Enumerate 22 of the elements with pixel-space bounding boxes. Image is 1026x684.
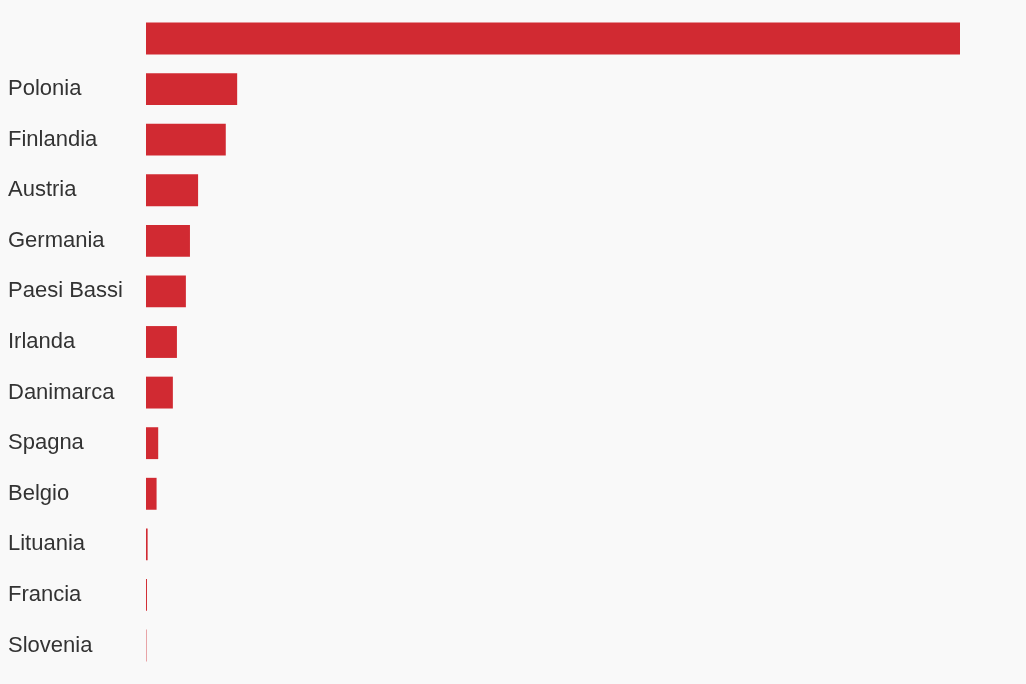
y-tick-label: Francia (8, 580, 83, 606)
y-tick-label: Danimarca (8, 378, 116, 404)
bar (146, 22, 960, 55)
y-tick-label: Belgio (8, 479, 70, 505)
y-tick-label: Slovenia (8, 631, 94, 657)
y-tick-label: Irlanda (8, 328, 77, 354)
y-tick-label: Austria (8, 176, 78, 202)
y-tick-label: Paesi Bassi (8, 277, 123, 303)
bar (146, 477, 157, 510)
bar (146, 427, 159, 460)
bar (146, 73, 238, 106)
y-tick-label: Finlandia (8, 125, 99, 151)
bar (146, 376, 173, 409)
y-tick-label: Lituania (8, 530, 86, 556)
bar (146, 224, 190, 257)
y-tick-label: Germania (8, 226, 106, 252)
bar (146, 275, 186, 308)
bar (146, 326, 177, 358)
bar (146, 174, 199, 207)
bar (146, 123, 226, 156)
y-tick-label: Polonia (8, 75, 83, 101)
y-tick-label: Spagna (8, 429, 85, 455)
